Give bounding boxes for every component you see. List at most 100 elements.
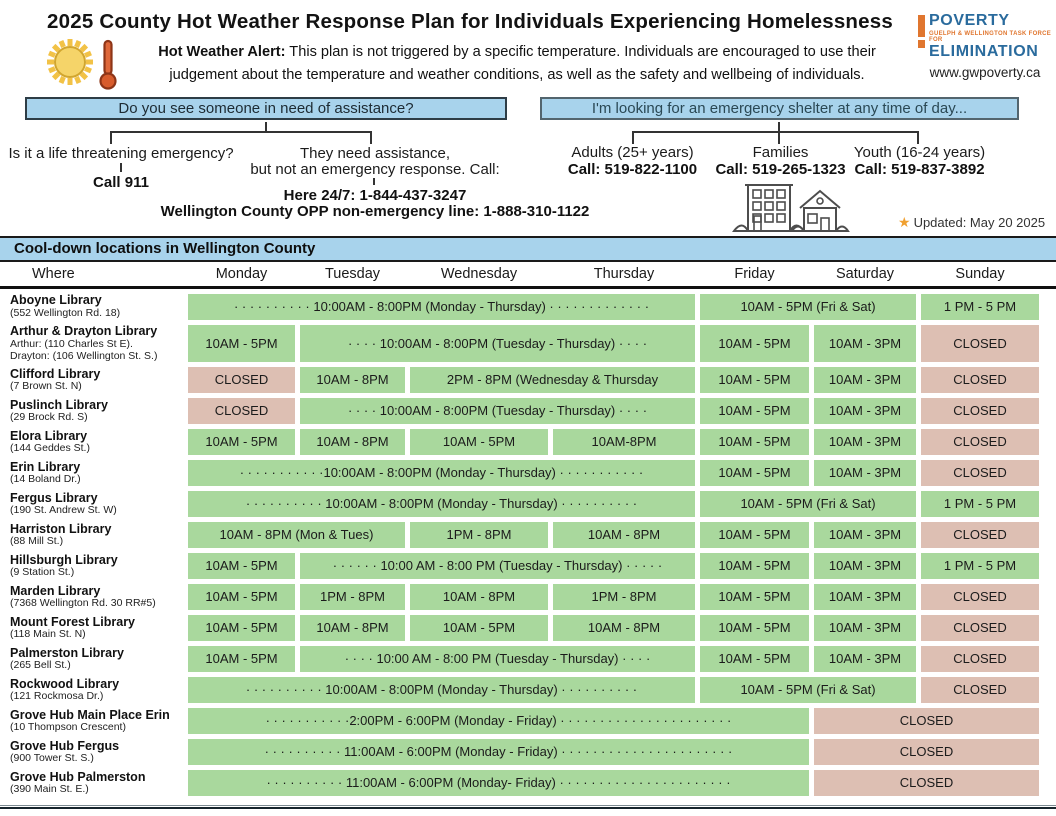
schedule-cell-open: 10AM - 3PM — [814, 553, 916, 580]
location-name-cell: Hillsburgh Library (9 Station St.) — [0, 553, 183, 580]
schedule-cell-closed: CLOSED — [921, 522, 1039, 549]
location-name: Elora Library — [10, 428, 88, 443]
table-row: Clifford Library (7 Brown St. N) CLOSED 10A… — [0, 366, 1056, 394]
schedule-cell-closed: CLOSED — [921, 325, 1039, 363]
connector-line — [632, 131, 917, 133]
call-911-text: Call 911 — [93, 174, 149, 191]
location-name-cell: Erin Library (14 Boland Dr.) — [0, 459, 183, 487]
connector-line — [778, 131, 780, 144]
schedule-cell-open: · · · · 10:00 AM - 8:00 PM (Tuesday - Th… — [300, 646, 695, 673]
table-row: Grove Hub Main Place Erin (10 Thompson Cr… — [0, 707, 1056, 735]
schedule-cell-open: 10AM - 5PM (Fri & Sat) — [700, 677, 916, 704]
schedule-cell-open: · · · · · · · · · · 10:00AM - 8:00PM (Mo… — [188, 491, 695, 518]
schedule-cell-closed: CLOSED — [921, 646, 1039, 673]
schedule-cell-open: 10AM - 3PM — [814, 398, 916, 425]
location-name-cell: Palmerston Library (265 Bell St.) — [0, 645, 183, 673]
location-address: Arthur: (110 Charles St E). — [10, 337, 133, 350]
schedule-cell-open: · · · · 10:00AM - 8:00PM (Tuesday - Thur… — [300, 325, 695, 363]
column-header-where: Where — [32, 266, 75, 282]
location-name-cell: Harriston Library (88 Mill St.) — [0, 521, 183, 549]
schedule-cell-open: 10AM - 8PM — [300, 615, 405, 642]
sun-icon — [44, 36, 96, 93]
column-header-sunday: Sunday — [955, 266, 1005, 282]
schedule-cell-open: · · · · 10:00AM - 8:00PM (Tuesday - Thur… — [300, 398, 695, 425]
schedule-cell-closed: CLOSED — [814, 708, 1039, 735]
shelter-buildings-icon — [720, 178, 855, 239]
location-address: (900 Tower St. S.) — [10, 752, 94, 765]
column-header-monday: Monday — [215, 266, 268, 282]
location-address: (7 Brown St. N) — [10, 380, 82, 393]
column-header-friday: Friday — [734, 266, 775, 282]
schedule-cell-open: 10AM - 5PM — [700, 460, 809, 487]
updated-date: ★ Updated: May 20 2025 — [898, 214, 1053, 231]
connector-line — [917, 131, 919, 144]
table-row: Puslinch Library (29 Brock Rd. S) CLOSED · … — [0, 398, 1056, 425]
location-name: Grove Hub Main Place Erin — [10, 707, 170, 722]
location-name: Grove Hub Palmerston — [10, 769, 146, 784]
location-name-cell: Marden Library (7368 Wellington Rd. 30 RR… — [0, 584, 183, 611]
schedule-cell-open: 1PM - 8PM — [410, 522, 548, 549]
page-title: 2025 County Hot Weather Response Plan fo… — [47, 10, 893, 33]
location-address: (88 Mill St.) — [10, 535, 64, 548]
flowcharts: Do you see someone in need of assistance… — [0, 94, 1056, 236]
column-header-thursday: Thursday — [593, 266, 655, 282]
poverty-elimination-logo: POVERTY GUELPH & WELLINGTON TASK FORCE F… — [918, 12, 1052, 80]
table-row: Hillsburgh Library (9 Station St.) 10AM - … — [0, 553, 1056, 580]
location-name: Fergus Library — [10, 490, 98, 505]
location-name: Clifford Library — [10, 366, 101, 381]
schedule-cell-open: 10AM - 5PM — [700, 429, 809, 456]
connector-line — [110, 131, 372, 133]
location-name-cell: Fergus Library (190 St. Andrew St. W) — [0, 490, 183, 518]
location-name: Mount Forest Library — [10, 614, 136, 629]
schedule-cell-open: 10AM - 8PM — [553, 522, 695, 549]
location-name: Harriston Library — [10, 521, 112, 536]
youth-label: Youth (16-24 years) — [853, 144, 986, 161]
table-row: Arthur & Drayton Library Arthur: (110 Cha… — [0, 324, 1056, 363]
location-name: Grove Hub Fergus — [10, 738, 120, 753]
schedule-cell-open: 10AM - 5PM (Fri & Sat) — [700, 491, 916, 518]
location-name-cell: Arthur & Drayton Library Arthur: (110 Cha… — [0, 324, 183, 363]
schedule-cell-open: · · · · · · · · · · 11:00AM - 6:00PM (Mo… — [188, 770, 809, 797]
schedule-cell-closed: CLOSED — [921, 429, 1039, 456]
connector-line — [120, 163, 122, 172]
schedule-cell-open: 10AM - 5PM — [188, 553, 295, 580]
location-address: (390 Main St. E.) — [10, 783, 89, 796]
schedule-cell-open: 10AM - 5PM — [188, 325, 295, 363]
table-row: Grove Hub Fergus (900 Tower St. S.) · · · … — [0, 738, 1056, 766]
schedule-cell-closed: CLOSED — [814, 770, 1039, 797]
location-name-cell: Grove Hub Palmerston (390 Main St. E.) — [0, 769, 183, 797]
families-label: Families — [752, 144, 809, 161]
schedule-cell-open: · · · · · · · · · · ·10:00AM - 8:00PM (M… — [188, 460, 695, 487]
schedule-cell-open: 10AM - 5PM — [188, 646, 295, 673]
schedule-cell-open: 10AM - 5PM — [188, 584, 295, 611]
schedule-cell-closed: CLOSED — [921, 677, 1039, 704]
location-name: Palmerston Library — [10, 645, 124, 660]
location-address: (14 Boland Dr.) — [10, 473, 81, 486]
connector-line — [778, 122, 780, 131]
location-address: (552 Wellington Rd. 18) — [10, 307, 121, 319]
logo-tagline: GUELPH & WELLINGTON TASK FORCE FOR — [929, 30, 1052, 43]
logo-website: www.gwpoverty.ca — [929, 64, 1041, 80]
branch-youth: Youth (16-24 years) Call: 519-837-3892 — [832, 144, 1007, 178]
schedule-cell-open: 10AM - 5PM — [188, 615, 295, 642]
location-name: Erin Library — [10, 459, 81, 474]
schedule-cell-open: 10AM - 5PM — [700, 522, 809, 549]
opp-non-emergency-phone: Wellington County OPP non-emergency line… — [160, 203, 590, 220]
table-row: Erin Library (14 Boland Dr.) · · · · · · ·… — [0, 459, 1056, 487]
star-icon: ★ — [898, 214, 911, 230]
schedule-cell-closed: CLOSED — [921, 615, 1039, 642]
thermometer-icon — [98, 38, 118, 95]
location-name-cell: Grove Hub Fergus (900 Tower St. S.) — [0, 738, 183, 766]
column-header-wednesday: Wednesday — [440, 266, 518, 282]
column-header-tuesday: Tuesday — [324, 266, 381, 282]
schedule-cell-open: · · · · · · · · · · 10:00AM - 8:00PM (Mo… — [188, 677, 695, 704]
branch-adults: Adults (25+ years) Call: 519-822-1100 — [545, 144, 720, 178]
bottom-divider — [0, 805, 1056, 809]
schedule-cell-open: 10AM - 8PM — [300, 367, 405, 394]
location-name-cell: Puslinch Library (29 Brock Rd. S) — [0, 398, 183, 425]
header: 2025 County Hot Weather Response Plan fo… — [0, 0, 1056, 94]
section-title-bar: Cool-down locations in Wellington County — [0, 236, 1056, 262]
location-name: Aboyne Library — [10, 293, 102, 308]
location-name-cell: Elora Library (144 Geddes St.) — [0, 428, 183, 456]
schedule-cell-closed: CLOSED — [921, 398, 1039, 425]
